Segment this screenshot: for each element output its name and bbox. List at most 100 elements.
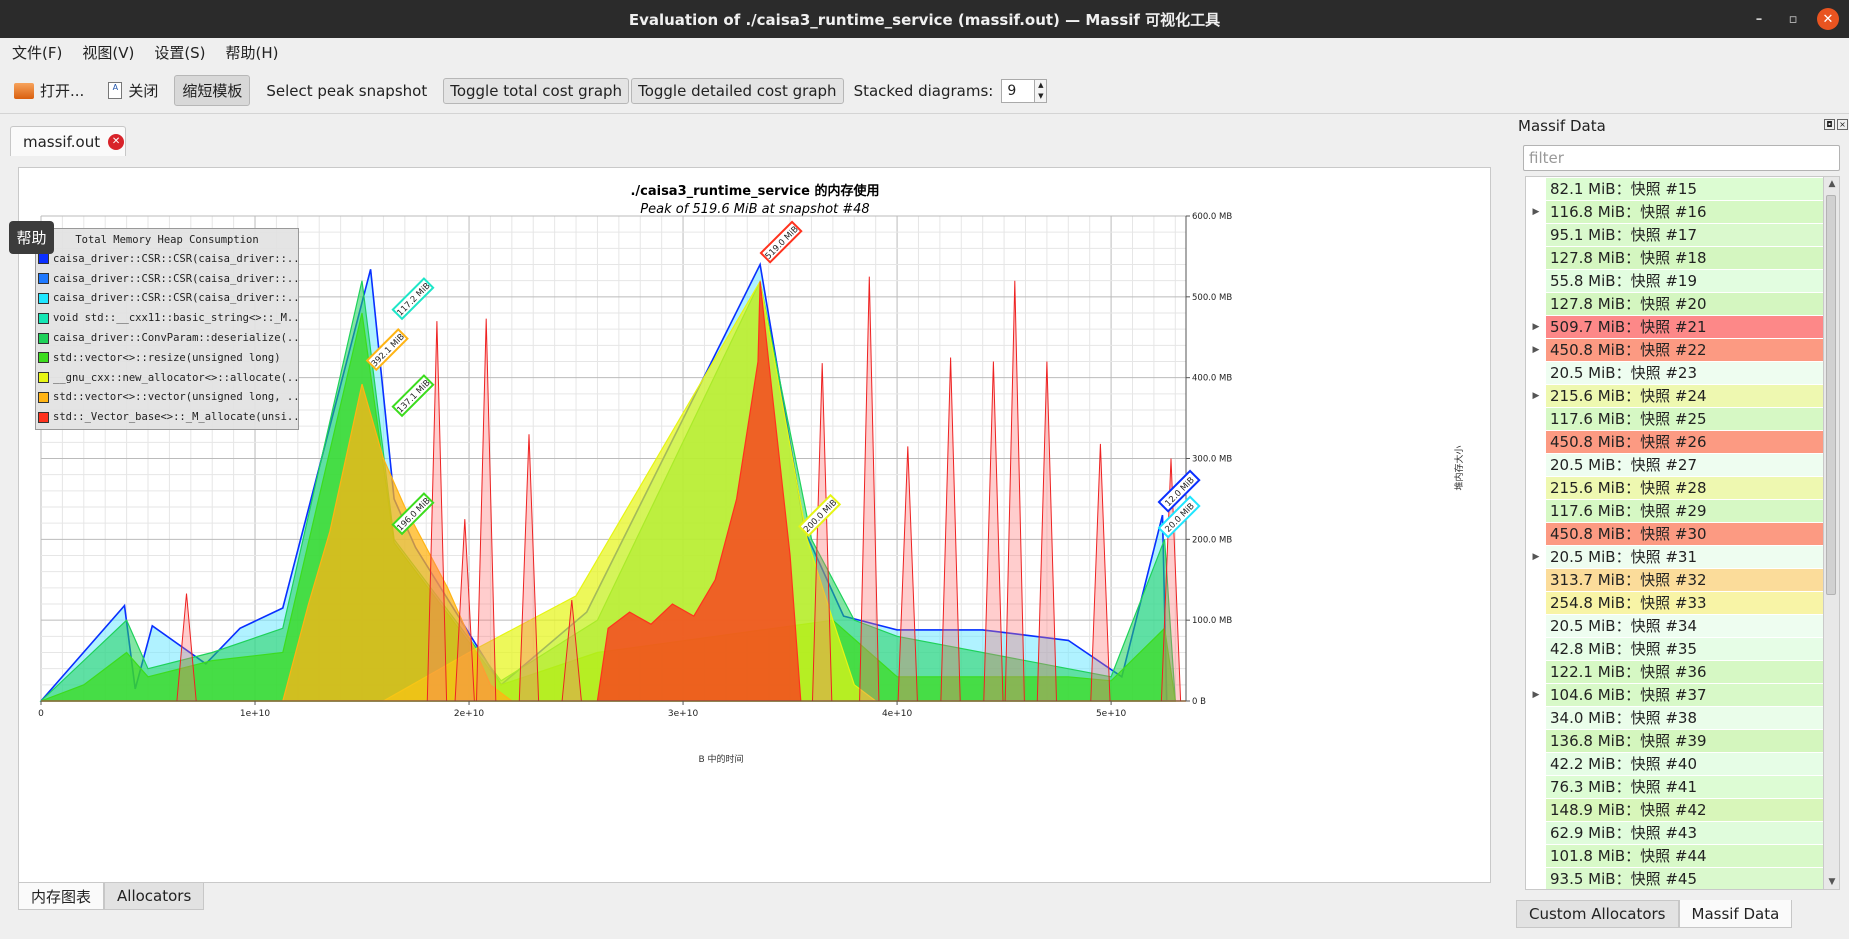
snapshot-row[interactable]: 127.8 MiB：快照 #20 [1526,292,1823,315]
annotation-box [759,220,803,264]
snapshot-row[interactable]: 450.8 MiB：快照 #26 [1526,430,1823,453]
scroll-down-icon[interactable]: ▼ [1828,877,1836,887]
expand-arrow-icon[interactable]: ▶ [1532,344,1540,355]
legend-label: std::vector<>::resize(unsigned long) [53,351,281,364]
filter-input[interactable]: filter [1523,145,1840,171]
tab-custom-allocators[interactable]: Custom Allocators [1516,900,1679,928]
menu-settings[interactable]: 设置(S) [154,43,206,62]
spike-mark [983,361,1004,702]
snapshot-row[interactable]: 95.1 MiB：快照 #17 [1526,223,1823,246]
legend-label: caisa_driver::CSR::CSR(caisa_driver::... [53,272,298,285]
annotation-box [391,492,435,536]
massif-data-panel-title: Massif Data [1518,117,1606,135]
snapshot-row[interactable]: 55.8 MiB：快照 #19 [1526,269,1823,292]
spike-mark [897,446,918,702]
annotation-box [1157,495,1201,539]
expand-arrow-icon[interactable]: ▶ [1532,321,1540,332]
snapshot-label: 117.6 MiB：快照 #29 [1546,499,1823,522]
scroll-thumb[interactable] [1826,195,1836,595]
toggle-total-cost-button[interactable]: Toggle total cost graph [443,77,630,104]
legend-label: caisa_driver::ConvParam::deserialize(... [53,332,298,345]
legend-label: std::_Vector_base<>::_M_allocate(unsi... [53,411,298,424]
snapshot-label: 101.8 MiB：快照 #44 [1546,844,1823,867]
spin-arrows[interactable]: ▲ ▼ [1035,78,1048,103]
snapshot-row[interactable]: 117.6 MiB：快照 #29 [1526,499,1823,522]
snapshot-row[interactable]: ▶ 20.5 MiB：快照 #31 [1526,545,1823,568]
menu-help[interactable]: 帮助(H) [225,43,279,62]
snapshot-row[interactable]: 122.1 MiB：快照 #36 [1526,660,1823,683]
snapshot-row[interactable]: 254.8 MiB：快照 #33 [1526,591,1823,614]
legend-swatch [38,332,49,344]
stacked-diagrams-input[interactable]: 9 [1001,78,1036,103]
expand-arrow-icon[interactable]: ▶ [1532,390,1540,401]
tab-allocators[interactable]: Allocators [104,883,205,910]
snapshot-list[interactable]: 82.1 MiB：快照 #15 ▶ 116.8 MiB：快照 #16 95.1 MiB… [1525,176,1824,890]
snapshot-row[interactable]: 450.8 MiB：快照 #30 [1526,522,1823,545]
snapshot-row[interactable]: 148.9 MiB：快照 #42 [1526,798,1823,821]
float-panel-icon[interactable]: ◘ [1824,119,1835,130]
snapshot-row[interactable]: 20.5 MiB：快照 #27 [1526,453,1823,476]
legend-entry: caisa_driver::CSR::CSR(caisa_driver::... [36,249,298,269]
menu-file[interactable]: 文件(F) [12,43,63,62]
spike-mark [940,357,961,702]
open-button[interactable]: 打开... [6,75,92,106]
series-area-vector-base [41,281,1186,702]
x-tick-label: 1e+10 [240,709,271,719]
snapshot-row[interactable]: ▶ 116.8 MiB：快照 #16 [1526,200,1823,223]
snapshot-row[interactable]: 76.3 MiB：快照 #41 [1526,775,1823,798]
snapshot-row[interactable]: 42.8 MiB：快照 #35 [1526,637,1823,660]
close-button[interactable]: A 关闭 [100,75,166,106]
snapshot-label: 509.7 MiB：快照 #21 [1546,315,1823,338]
x-axis-label: B 中的时间 [698,753,743,765]
legend-entry: caisa_driver::CSR::CSR(caisa_driver::... [36,289,298,309]
snapshot-row[interactable]: 20.5 MiB：快照 #23 [1526,361,1823,384]
snapshot-row[interactable]: 62.9 MiB：快照 #43 [1526,821,1823,844]
snapshot-label: 122.1 MiB：快照 #36 [1546,660,1823,683]
snapshot-row[interactable]: ▶ 104.6 MiB：快照 #37 [1526,683,1823,706]
minimize-icon[interactable]: – [1755,11,1763,27]
menu-view[interactable]: 视图(V) [82,43,135,62]
snapshot-row[interactable]: 117.6 MiB：快照 #25 [1526,407,1823,430]
snapshot-row[interactable]: 82.1 MiB：快照 #15 [1526,177,1823,200]
legend-entry: caisa_driver::CSR::CSR(caisa_driver::... [36,269,298,289]
snapshot-label: 20.5 MiB：快照 #27 [1546,453,1823,476]
shorten-label: 缩短模板 [182,82,243,100]
tab-memory-chart[interactable]: 内存图表 [18,883,105,910]
legend-entry: caisa_driver::ConvParam::deserialize(... [36,328,298,348]
snapshot-list-scrollbar[interactable]: ▲ ▼ [1824,176,1840,890]
snapshot-row[interactable]: 42.2 MiB：快照 #40 [1526,752,1823,775]
snapshot-row[interactable]: 101.8 MiB：快照 #44 [1526,844,1823,867]
snapshot-label: 82.1 MiB：快照 #15 [1546,177,1823,200]
snapshot-row[interactable]: 136.8 MiB：快照 #39 [1526,729,1823,752]
toggle-total-label: Toggle total cost graph [450,81,623,100]
snapshot-row[interactable]: ▶ 450.8 MiB：快照 #22 [1526,338,1823,361]
close-window-icon[interactable]: ✕ [1817,8,1839,30]
snapshot-row[interactable]: 127.8 MiB：快照 #18 [1526,246,1823,269]
maximize-icon[interactable]: ▫ [1788,11,1798,27]
snapshot-row[interactable]: 34.0 MiB：快照 #38 [1526,706,1823,729]
snapshot-row[interactable]: ▶ 509.7 MiB：快照 #21 [1526,315,1823,338]
snapshot-row[interactable]: 20.5 MiB：快照 #34 [1526,614,1823,637]
tab-close-icon[interactable]: ✕ [108,133,125,150]
tab-massif-data[interactable]: Massif Data [1678,900,1793,928]
snapshot-row[interactable]: 215.6 MiB：快照 #28 [1526,476,1823,499]
expand-arrow-icon[interactable]: ▶ [1532,689,1540,700]
snapshot-row[interactable]: 93.5 MiB：快照 #45 [1526,867,1823,889]
expand-arrow-icon[interactable]: ▶ [1532,551,1540,562]
snapshot-row[interactable]: ▶ 215.6 MiB：快照 #24 [1526,384,1823,407]
scroll-up-icon[interactable]: ▲ [1828,179,1836,189]
stacked-diagrams-spinbox[interactable]: 9 ▲ ▼ [1001,78,1048,103]
snapshot-row[interactable]: 313.7 MiB：快照 #32 [1526,568,1823,591]
select-peak-snapshot-button[interactable]: Select peak snapshot [258,77,435,105]
document-tab[interactable]: massif.out ✕ [10,126,126,156]
legend-swatch [38,372,49,384]
spin-down-icon[interactable]: ▼ [1038,92,1044,100]
shorten-templates-button[interactable]: 缩短模板 [174,75,251,106]
spin-up-icon[interactable]: ▲ [1038,81,1044,89]
annotation-box [798,493,842,537]
expand-arrow-icon[interactable]: ▶ [1532,206,1540,217]
close-panel-icon[interactable]: × [1837,119,1848,130]
snapshot-label: 93.5 MiB：快照 #45 [1546,867,1823,889]
toggle-detailed-cost-button[interactable]: Toggle detailed cost graph [631,77,844,104]
legend-entry: __gnu_cxx::new_allocator<>::allocate(... [36,368,298,388]
